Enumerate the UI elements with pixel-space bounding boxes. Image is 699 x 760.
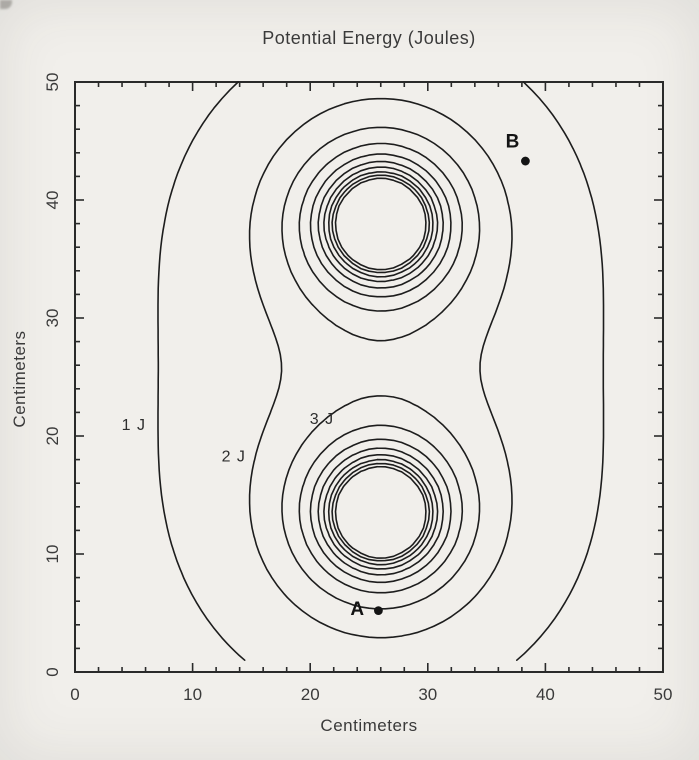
x-tick-label: 50: [654, 685, 673, 704]
x-tick-label: 10: [183, 685, 202, 704]
x-tick-label: 30: [418, 685, 437, 704]
y-axis-title: Centimeters: [10, 330, 29, 428]
x-tick-label: 0: [70, 685, 79, 704]
x-axis-title: Centimeters: [320, 716, 418, 735]
contour-level-7: [323, 166, 439, 570]
contour-label-2: 2 J: [222, 449, 246, 466]
contour-level-3: [281, 126, 481, 610]
contour-level-8: [327, 171, 434, 566]
plot-border: [74, 81, 664, 673]
contour-level-5: [309, 153, 452, 584]
contour-level-6: [317, 160, 444, 576]
contour-label-1: 1 J: [122, 417, 146, 434]
point-B-label: B: [506, 132, 520, 153]
contour-level-4: [298, 142, 464, 594]
contour-level-2: [248, 97, 513, 639]
y-tick-label: 50: [43, 73, 62, 92]
y-tick-label: 0: [43, 667, 62, 676]
chart-title: Potential Energy (Joules): [262, 28, 476, 48]
y-tick-label: 10: [43, 545, 62, 564]
y-tick-label: 20: [43, 427, 62, 446]
x-tick-label: 40: [536, 685, 555, 704]
contour-level-1: [157, 81, 605, 661]
y-tick-label: 40: [43, 191, 62, 210]
y-tick-label: 30: [43, 309, 62, 328]
x-tick-label: 20: [301, 685, 320, 704]
contour-label-3: 3 J: [310, 411, 334, 428]
point-A-marker: [374, 606, 383, 616]
point-B-marker: [521, 156, 530, 166]
contour-level-9: [331, 174, 431, 562]
photo-corner-artifact: [0, 0, 12, 9]
contour-level-10: [334, 177, 427, 559]
point-A-label: A: [350, 599, 364, 620]
